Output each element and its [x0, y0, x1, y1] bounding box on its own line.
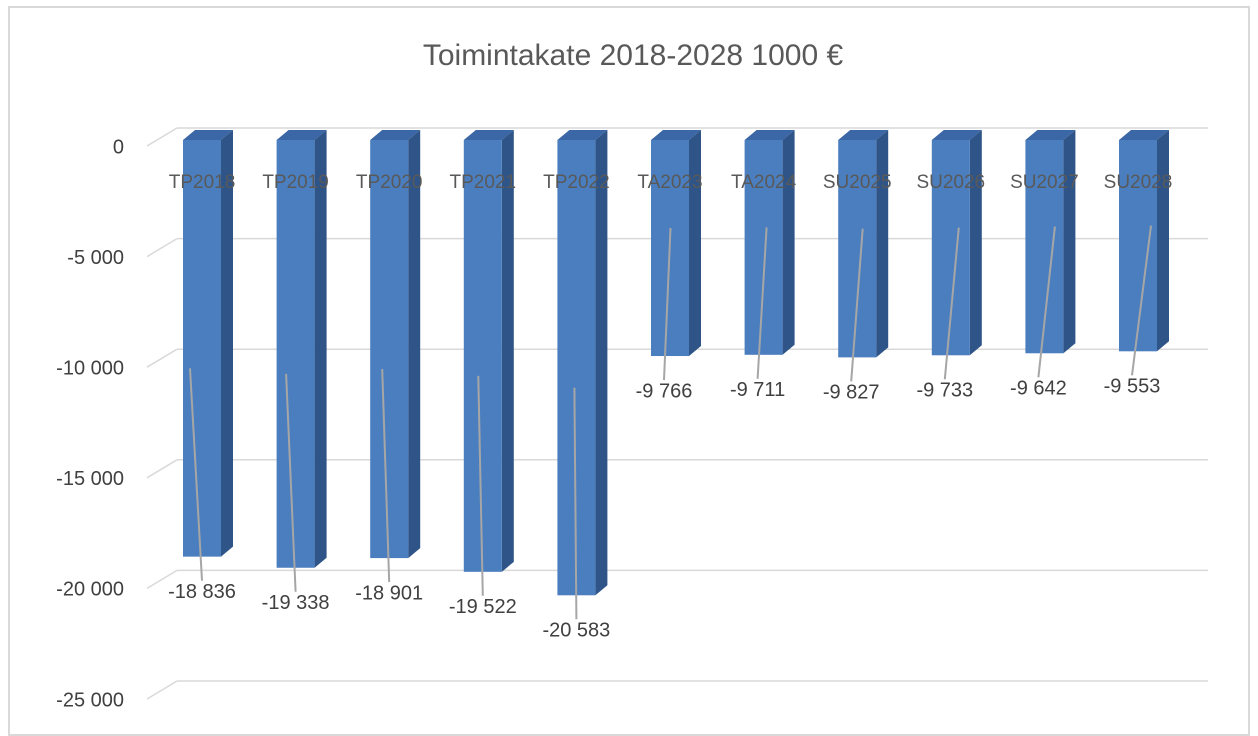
x-tick-label: TP2022 — [543, 172, 610, 193]
bar — [1119, 140, 1157, 352]
leader-line — [1131, 225, 1152, 376]
data-label: -9 711 — [730, 379, 785, 401]
grid-line — [146, 237, 178, 258]
grid-line — [146, 569, 178, 590]
x-tick-label: SU2025 — [823, 172, 892, 193]
bar-top — [838, 130, 889, 140]
data-label: -9 642 — [1010, 378, 1067, 400]
data-label: -18 836 — [168, 581, 236, 603]
bar-top — [370, 130, 421, 140]
data-label: -20 583 — [542, 620, 610, 642]
bar — [276, 140, 315, 568]
x-tick-label: TP2021 — [450, 172, 517, 193]
grid-line — [146, 127, 178, 147]
bar-side — [314, 130, 327, 568]
bar-top — [744, 130, 795, 140]
bar-side — [408, 130, 421, 559]
bar-side — [876, 130, 889, 358]
leader-line — [756, 227, 768, 379]
leader-line — [1037, 226, 1056, 378]
leader-line — [381, 369, 391, 583]
bar — [744, 140, 783, 355]
leader-line — [943, 227, 960, 380]
x-tick-label: TP2018 — [169, 172, 236, 193]
y-tick-label: -15 000 — [56, 468, 124, 490]
y-tick-label: -5 000 — [67, 247, 124, 269]
bar-top — [463, 130, 514, 140]
leader-line — [850, 228, 864, 382]
x-tick-label: TA2024 — [731, 172, 797, 193]
leader-line — [189, 368, 203, 581]
bar — [838, 140, 877, 358]
x-tick-label: SU2028 — [1104, 172, 1173, 193]
data-label: -9 766 — [636, 380, 693, 402]
bar-top — [183, 130, 233, 140]
bar — [463, 140, 502, 572]
leader-line — [663, 227, 672, 381]
data-label: -18 901 — [355, 582, 423, 604]
bar-side — [969, 130, 982, 356]
bar — [183, 140, 221, 557]
y-tick-label: -10 000 — [56, 357, 124, 379]
data-label: -9 733 — [916, 380, 973, 402]
grid-line — [146, 680, 178, 700]
bar-side — [595, 130, 608, 596]
leader-line — [573, 387, 578, 620]
x-tick-label: SU2026 — [916, 172, 985, 193]
y-tick-label: 0 — [113, 136, 124, 158]
data-label: -9 827 — [823, 382, 880, 404]
y-tick-label: -25 000 — [56, 689, 124, 711]
leader-line — [285, 373, 297, 592]
grid-line — [146, 348, 178, 368]
bar-side — [221, 130, 233, 557]
chart-title: Toimintakate 2018-2028 1000 € — [423, 39, 844, 72]
bar-side — [501, 130, 514, 572]
bar-top — [276, 130, 327, 140]
bar-top — [557, 130, 608, 140]
grid-line — [146, 459, 178, 479]
bar-side — [689, 130, 701, 357]
leader-line — [477, 375, 484, 596]
data-label: -9 553 — [1104, 376, 1161, 398]
y-tick-label: -20 000 — [56, 579, 124, 601]
bar-side — [1157, 130, 1169, 352]
data-label: -19 338 — [262, 592, 330, 614]
x-tick-label: SU2027 — [1010, 172, 1079, 193]
bar-top — [1119, 130, 1169, 140]
bar-side — [1063, 130, 1076, 354]
x-tick-label: TP2020 — [356, 172, 423, 193]
x-tick-label: TP2019 — [262, 172, 329, 193]
bar-side — [782, 130, 795, 355]
bar-top — [931, 130, 982, 140]
data-label: -19 522 — [449, 596, 517, 618]
bar-top — [651, 130, 701, 140]
x-tick-label: TA2023 — [637, 172, 702, 193]
bar-top — [1025, 130, 1076, 140]
bar — [370, 140, 409, 559]
